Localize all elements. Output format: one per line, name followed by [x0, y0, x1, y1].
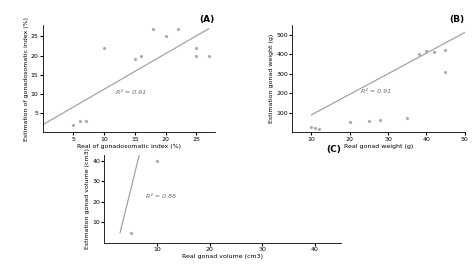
- Point: [174, 26, 182, 31]
- Point: [162, 34, 169, 39]
- Point: [100, 46, 108, 50]
- Text: R² = 0.91: R² = 0.91: [361, 89, 392, 94]
- Point: [164, 148, 171, 153]
- Point: [422, 49, 430, 54]
- Y-axis label: Estimation gonad volume (cm3): Estimation gonad volume (cm3): [85, 148, 90, 249]
- X-axis label: Real of gonadosomatic index (%): Real of gonadosomatic index (%): [77, 144, 181, 149]
- Text: (A): (A): [200, 15, 215, 24]
- X-axis label: Real gonad volume (cm3): Real gonad volume (cm3): [182, 254, 263, 259]
- Point: [192, 46, 200, 50]
- Y-axis label: Estimation gonad weight (g): Estimation gonad weight (g): [269, 34, 274, 123]
- Point: [403, 116, 411, 120]
- Point: [76, 119, 83, 123]
- Point: [311, 125, 319, 130]
- Point: [70, 123, 77, 127]
- Y-axis label: Estimation of gonadosomatic index (%): Estimation of gonadosomatic index (%): [24, 17, 28, 141]
- Point: [415, 52, 422, 56]
- Text: R² = 0.91: R² = 0.91: [117, 90, 146, 95]
- Point: [442, 70, 449, 74]
- Point: [143, 138, 150, 142]
- Point: [82, 119, 90, 123]
- Text: R² = 0.86: R² = 0.86: [146, 194, 176, 199]
- Point: [376, 118, 384, 122]
- Point: [346, 120, 354, 124]
- Point: [153, 128, 161, 132]
- Text: (C): (C): [327, 145, 341, 154]
- Point: [150, 26, 157, 31]
- Point: [205, 53, 212, 58]
- Point: [365, 118, 373, 123]
- Point: [137, 53, 145, 58]
- X-axis label: Real gonad weight (g): Real gonad weight (g): [344, 144, 413, 149]
- Point: [131, 57, 139, 62]
- Point: [315, 126, 323, 131]
- Point: [442, 48, 449, 52]
- Point: [153, 158, 161, 163]
- Text: (B): (B): [449, 15, 465, 24]
- Point: [127, 230, 135, 235]
- Point: [192, 53, 200, 58]
- Point: [308, 124, 315, 129]
- Point: [430, 50, 438, 54]
